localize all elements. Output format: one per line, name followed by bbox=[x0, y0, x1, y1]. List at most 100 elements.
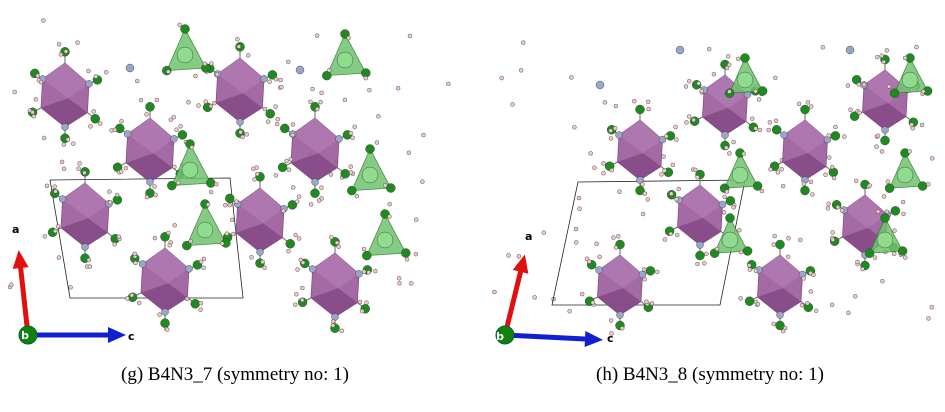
atom bbox=[722, 210, 726, 214]
caption: (h) B4N3_8 (symmetry no: 1) bbox=[596, 364, 824, 385]
atom bbox=[64, 49, 68, 53]
atom bbox=[209, 190, 213, 194]
atom bbox=[786, 255, 790, 259]
atom bbox=[86, 69, 90, 73]
atom bbox=[611, 236, 615, 240]
atom bbox=[362, 247, 366, 251]
atom bbox=[610, 168, 614, 172]
atom bbox=[875, 55, 879, 59]
atom bbox=[137, 301, 141, 305]
atom bbox=[45, 184, 49, 188]
atom bbox=[836, 205, 840, 209]
atom bbox=[162, 309, 169, 316]
atom bbox=[602, 171, 606, 175]
atom bbox=[115, 193, 119, 197]
atom bbox=[700, 89, 704, 93]
atom bbox=[723, 195, 727, 199]
atom bbox=[857, 111, 861, 115]
atom bbox=[317, 199, 321, 203]
axis-label: a bbox=[525, 230, 532, 243]
atom bbox=[748, 268, 752, 272]
atom bbox=[311, 189, 320, 198]
atom bbox=[362, 167, 378, 183]
atom bbox=[197, 222, 213, 238]
atom bbox=[281, 209, 285, 213]
atom bbox=[347, 186, 356, 195]
atom bbox=[617, 190, 621, 194]
atom bbox=[601, 161, 605, 165]
atom bbox=[126, 64, 134, 72]
atom bbox=[882, 60, 886, 64]
atom bbox=[580, 292, 584, 296]
atom bbox=[133, 252, 137, 256]
atom bbox=[296, 66, 304, 74]
atom bbox=[312, 179, 319, 186]
atom bbox=[726, 214, 735, 223]
atom bbox=[340, 329, 344, 333]
atom bbox=[286, 249, 290, 253]
atom bbox=[675, 233, 679, 237]
atom bbox=[88, 265, 92, 269]
atom bbox=[331, 319, 335, 323]
atom bbox=[747, 263, 751, 267]
atom bbox=[206, 203, 210, 207]
atom bbox=[521, 41, 525, 45]
atom bbox=[809, 180, 813, 184]
atom bbox=[376, 114, 380, 118]
atom bbox=[492, 290, 496, 294]
atom bbox=[857, 82, 861, 86]
atom bbox=[166, 70, 170, 74]
axis-a bbox=[505, 266, 522, 335]
atom bbox=[745, 297, 754, 306]
atom bbox=[840, 209, 844, 213]
atom bbox=[186, 100, 190, 104]
atom bbox=[133, 261, 137, 265]
atom bbox=[574, 227, 578, 231]
atom bbox=[351, 136, 355, 140]
atom bbox=[293, 303, 297, 307]
atom bbox=[32, 114, 36, 118]
atom bbox=[754, 269, 758, 273]
atom bbox=[176, 181, 180, 185]
atom bbox=[39, 80, 43, 84]
atom bbox=[286, 239, 295, 248]
atom bbox=[66, 137, 70, 141]
atom bbox=[715, 247, 719, 251]
atom bbox=[319, 100, 323, 104]
atom bbox=[617, 312, 624, 319]
atom bbox=[897, 167, 913, 183]
atom bbox=[135, 79, 139, 83]
atom bbox=[206, 179, 215, 188]
atom bbox=[569, 75, 573, 79]
atom bbox=[882, 194, 886, 198]
atom bbox=[41, 18, 45, 22]
atom bbox=[901, 200, 905, 204]
atom bbox=[279, 78, 283, 82]
atom bbox=[892, 252, 896, 256]
atom bbox=[294, 292, 298, 296]
atom bbox=[918, 182, 927, 191]
atom bbox=[609, 136, 613, 140]
atom bbox=[809, 289, 813, 293]
atom bbox=[887, 85, 891, 89]
atom bbox=[285, 159, 289, 163]
atom bbox=[279, 85, 283, 89]
atom bbox=[727, 90, 731, 94]
atom bbox=[367, 88, 371, 92]
atom bbox=[296, 268, 300, 272]
atom bbox=[397, 276, 401, 280]
atom bbox=[91, 114, 100, 123]
atom bbox=[388, 202, 392, 206]
atom bbox=[253, 177, 257, 181]
atom bbox=[675, 197, 679, 201]
axis-a bbox=[20, 262, 28, 335]
atom bbox=[322, 71, 331, 80]
atom bbox=[230, 218, 234, 222]
atom bbox=[517, 254, 521, 258]
atom bbox=[31, 110, 35, 114]
atom bbox=[373, 269, 377, 273]
atom bbox=[214, 182, 218, 186]
atom bbox=[341, 169, 350, 178]
atom bbox=[315, 34, 319, 38]
atom bbox=[77, 167, 81, 171]
